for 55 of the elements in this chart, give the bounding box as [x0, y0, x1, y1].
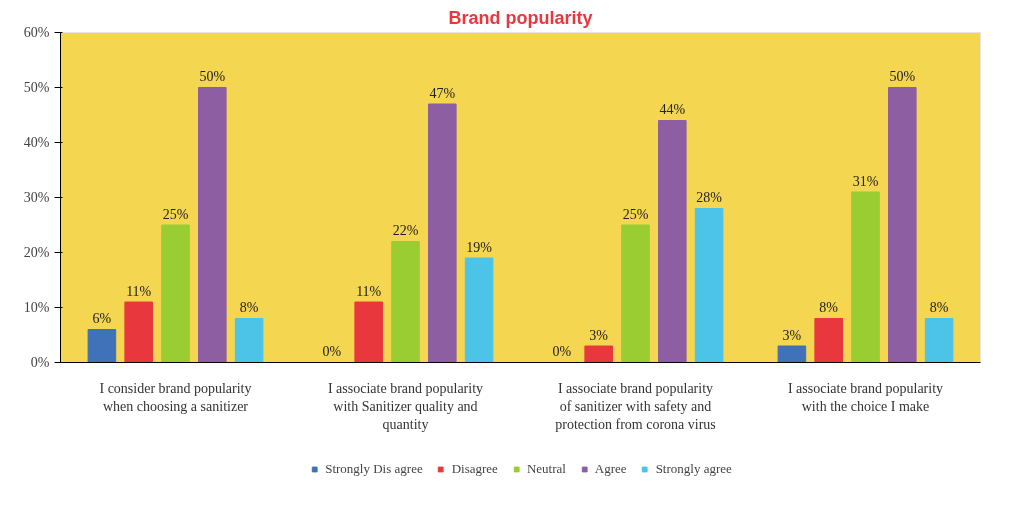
bar — [584, 345, 613, 363]
bar — [354, 301, 383, 363]
bar — [198, 87, 227, 363]
data-label: 8% — [929, 300, 949, 316]
y-tick-label: 20% — [23, 245, 50, 260]
legend-label: Strongly Dis agree — [325, 461, 423, 477]
legend-label: Agree — [594, 461, 627, 477]
data-label: 25% — [162, 206, 189, 222]
data-label: 3% — [589, 327, 609, 343]
legend-label: Disagree — [451, 461, 498, 477]
bar — [851, 191, 880, 363]
bar — [124, 301, 153, 363]
bar — [391, 241, 420, 363]
y-tick-label: 30% — [23, 190, 50, 205]
x-tick-label: I associate brand popularity with the choice I make — [787, 380, 944, 414]
bar — [621, 224, 650, 363]
y-tick-label: 40% — [23, 135, 50, 150]
data-label: 50% — [199, 69, 226, 85]
bar — [777, 345, 807, 363]
y-tick-label: 50% — [23, 80, 50, 95]
bar — [658, 120, 687, 363]
y-tick-label: 0% — [30, 355, 50, 370]
bar — [234, 318, 264, 363]
x-tick-label: I associate brand popularity with Sanitizer quality and quantity — [327, 380, 484, 432]
bar — [161, 224, 190, 363]
data-label: 0% — [552, 344, 572, 360]
data-label: 19% — [466, 239, 493, 255]
x-tick-label: I associate brand popularity of sanitizer with safety and protection from corona virus — [555, 380, 716, 432]
y-tick-label: 60% — [23, 25, 50, 40]
data-label: 31% — [852, 173, 879, 189]
data-label: 3% — [782, 327, 802, 343]
y-tick-label: 10% — [23, 300, 50, 315]
bar — [814, 318, 843, 363]
data-label: 8% — [239, 300, 259, 316]
bar — [87, 329, 117, 363]
data-label: 25% — [622, 206, 649, 222]
bar — [924, 318, 954, 363]
bar — [428, 103, 457, 363]
chart-title: Brand popularity — [448, 7, 593, 28]
data-label: 8% — [819, 300, 839, 316]
data-label: 28% — [696, 190, 723, 206]
bar — [888, 87, 917, 363]
data-label: 0% — [322, 344, 342, 360]
x-tick-label: I consider brand popularity when choosing a sanitizer — [99, 380, 252, 414]
data-label: 11% — [126, 283, 152, 299]
data-label: 22% — [392, 223, 419, 239]
legend-label: Strongly agree — [655, 461, 732, 477]
legend-label: Neutral — [526, 461, 566, 477]
data-label: 47% — [429, 85, 456, 101]
data-label: 50% — [889, 69, 916, 85]
data-label: 44% — [659, 102, 686, 118]
bar — [464, 257, 494, 363]
data-label: 11% — [356, 283, 382, 299]
bar — [694, 208, 724, 363]
data-label: 6% — [92, 311, 112, 327]
